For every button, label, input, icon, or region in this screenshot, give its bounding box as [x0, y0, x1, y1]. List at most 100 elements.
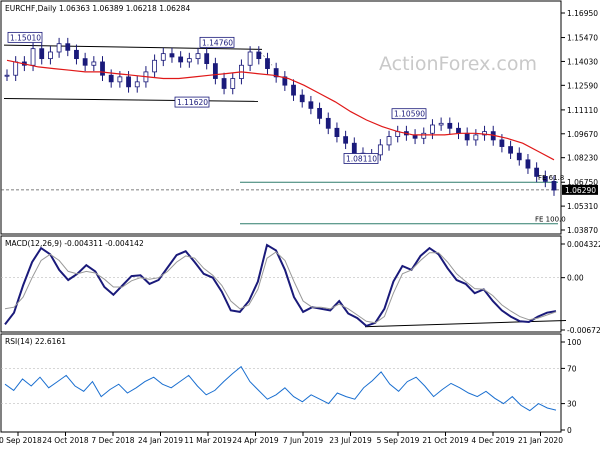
price-candle-body — [516, 152, 522, 161]
price-axis-label: 1.14030 — [567, 57, 598, 66]
price-candle-body — [39, 48, 45, 60]
fe-61-8-label: FE 61.8 — [538, 174, 564, 182]
price-candle-body — [152, 59, 158, 73]
price-candle-body — [317, 107, 322, 119]
price-level-box — [343, 153, 379, 164]
macd-panel — [0, 235, 562, 333]
price-level-box — [7, 31, 43, 43]
price-candle-body — [56, 43, 62, 53]
price-axis-label: 1.05310 — [567, 202, 598, 211]
price-candle-body — [438, 122, 444, 126]
macd-axis-label: -0.006722 — [567, 326, 600, 335]
price-candle-body — [221, 78, 227, 89]
price-candle-body — [308, 101, 314, 109]
price-candle-body — [134, 81, 140, 88]
price-candle-body — [343, 136, 349, 144]
x-axis-label: 23 Jul 2019 — [329, 436, 372, 445]
price-candle-body — [126, 76, 131, 88]
x-axis-label: 7 Dec 2018 — [91, 436, 134, 445]
price-level-box — [391, 108, 427, 120]
x-axis-label: 4 Dec 2019 — [471, 436, 514, 445]
rsi-axis-label: 0 — [567, 426, 572, 435]
x-axis-label: 21 Jan 2020 — [518, 436, 563, 445]
price-candle-body — [299, 94, 305, 103]
x-axis-label: 24 Apr 2019 — [232, 436, 279, 445]
price-candle-body — [82, 58, 88, 66]
price-candle-body — [499, 139, 505, 147]
price-candle-body — [48, 51, 53, 60]
price-candle-body — [256, 51, 262, 60]
price-candle-body — [542, 176, 548, 182]
price-candle-body — [282, 76, 288, 86]
price-axis-label: 1.11110 — [567, 106, 598, 115]
rsi-line — [4, 365, 557, 412]
x-axis-label: 10 Sep 2018 — [0, 436, 42, 445]
price-candle-body — [30, 48, 36, 66]
macd-axis-label: 0.00 — [567, 274, 584, 283]
price-chart-title: EURCHF,Daily 1.06363 1.06389 1.06218 1.0… — [5, 4, 190, 13]
price-axis-label: 1.06750 — [567, 178, 598, 187]
current-price-label: 1.06290 — [565, 186, 596, 195]
rsi-axis-label: 70 — [567, 364, 577, 373]
price-candle-body — [230, 78, 236, 89]
price-candle-body — [186, 58, 192, 63]
price-candle-body — [13, 61, 19, 76]
x-axis-label: 21 Oct 2019 — [422, 436, 469, 445]
price-candle-body — [169, 53, 175, 58]
price-candle-body — [4, 74, 10, 77]
price-candle-body — [447, 122, 453, 129]
price-candle-body — [377, 144, 383, 156]
price-axis-label: 1.16950 — [567, 9, 598, 18]
price-candle-body — [386, 136, 392, 146]
price-candle-body — [108, 74, 114, 83]
rsi-title: RSI(14) 22.6161 — [5, 337, 66, 346]
current-price-tag — [562, 184, 598, 195]
price-candle-body — [91, 61, 97, 66]
price-axis-label: 1.03870 — [567, 226, 598, 235]
x-axis-label: 24 Oct 2018 — [42, 436, 89, 445]
fe-100-label: FE 100.0 — [535, 216, 566, 224]
x-axis-label: 7 Jun 2019 — [283, 436, 324, 445]
price-level-label: 1.15010 — [10, 33, 41, 42]
price-candle-body — [551, 180, 557, 191]
support-line — [3, 97, 259, 102]
price-level-box — [199, 36, 235, 48]
price-candle-body — [351, 142, 357, 154]
x-axis-label: 24 Jan 2019 — [138, 436, 183, 445]
rsi-axis-label: 30 — [567, 400, 577, 409]
price-candle-body — [430, 124, 435, 134]
price-candle-body — [65, 43, 71, 51]
price-candle-body — [117, 76, 123, 83]
price-candle-body — [482, 131, 487, 136]
resistance-line — [3, 44, 263, 50]
price-level-label: 1.14760 — [202, 38, 233, 47]
price-panel — [0, 0, 562, 235]
price-candle-body — [508, 146, 513, 154]
price-candle-body — [334, 127, 340, 137]
price-level-label: 1.08110 — [346, 154, 377, 163]
price-candle-body — [247, 51, 253, 66]
price-axis-label: 1.12590 — [567, 81, 598, 90]
price-candle-body — [273, 68, 279, 78]
price-candle-body — [421, 132, 427, 139]
rsi-axis-label: 100 — [567, 338, 582, 347]
price-candle-body — [534, 167, 540, 177]
macd-axis-label: 0.004322 — [567, 240, 600, 249]
price-axis-label: 1.09670 — [567, 130, 598, 139]
macd-trend-line — [364, 319, 567, 328]
moving-average-line — [6, 59, 555, 161]
x-axis-label: 5 Sep 2019 — [377, 436, 420, 445]
price-level-label: 1.10590 — [394, 110, 425, 119]
watermark: ActionForex.com — [379, 53, 537, 75]
rsi-panel — [0, 333, 562, 433]
price-candle-body — [204, 53, 210, 65]
price-candle-body — [178, 56, 184, 63]
price-axis-label: 1.08230 — [567, 154, 598, 163]
x-axis-label: 11 Mar 2019 — [184, 436, 232, 445]
price-candle-body — [525, 159, 531, 169]
price-level-box — [174, 96, 210, 108]
price-candle-body — [473, 134, 479, 141]
price-candle-body — [325, 117, 331, 129]
price-axis-label: 1.15470 — [567, 34, 598, 43]
